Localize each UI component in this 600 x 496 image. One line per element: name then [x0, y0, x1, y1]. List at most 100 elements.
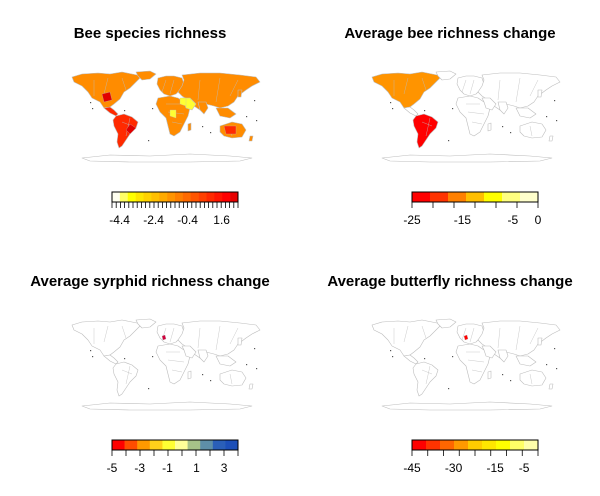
legend-swatch [502, 192, 521, 202]
country-border [229, 327, 239, 345]
legend-swatch [149, 440, 163, 450]
region-australia [519, 121, 547, 139]
legend-swatch [159, 192, 168, 202]
island-marker [556, 120, 558, 122]
region-southAmerica [412, 361, 439, 397]
country-border [229, 79, 239, 97]
region-highlight [463, 334, 469, 341]
country-border [171, 369, 183, 373]
island-marker [210, 380, 212, 382]
island-marker [392, 356, 394, 358]
country-border [515, 77, 521, 103]
world-map [71, 70, 261, 163]
color-legend: -25 -15 -5 0 [403, 191, 542, 227]
region-asia [177, 72, 261, 111]
island-marker [92, 356, 94, 358]
region-india [497, 349, 509, 363]
region-centralAmerica [103, 354, 119, 365]
island-marker [152, 356, 154, 358]
legend-swatch [127, 192, 136, 202]
region-madagascar [187, 122, 192, 132]
country-border [121, 77, 127, 91]
region-newZealand [248, 135, 254, 142]
island-marker [246, 116, 248, 118]
color-legend: -4.4 -2.4 -0.4 1.6 [109, 191, 239, 227]
region-newZealand [548, 135, 554, 142]
region-australia [219, 369, 247, 387]
region-antarctica [81, 153, 253, 163]
legend-swatch [200, 440, 214, 450]
color-legend: -45 -30 -15 -5 [403, 439, 539, 475]
island-marker [254, 348, 256, 350]
island-marker [424, 358, 426, 360]
island-marker [148, 140, 150, 142]
region-greenland [135, 318, 157, 329]
island-marker [554, 348, 556, 350]
legend-swatch [448, 192, 467, 202]
region-southAmerica [112, 361, 139, 397]
legend-swatch [182, 192, 192, 202]
island-marker [246, 364, 248, 366]
island-marker [390, 350, 392, 352]
legend-tick-label: 3 [221, 461, 228, 475]
country-border [425, 117, 431, 137]
country-border [461, 327, 467, 341]
region-newZealand [548, 383, 554, 390]
island-marker [452, 108, 454, 110]
country-border [403, 325, 409, 343]
island-marker [554, 100, 556, 102]
region-centralAmerica [403, 106, 419, 117]
region-antarctica [381, 153, 553, 163]
region-india [197, 101, 209, 115]
legend-tick-label: -45 [403, 461, 421, 475]
region-southAmerica [112, 113, 139, 149]
island-marker [502, 374, 504, 376]
country-border [469, 79, 475, 95]
country-border [515, 325, 521, 351]
legend-swatch [484, 192, 503, 202]
region-highlight [223, 125, 237, 135]
legend-tick-label: -5 [519, 461, 530, 475]
island-marker [546, 364, 548, 366]
region-arabia [481, 345, 497, 359]
region-highlight [125, 123, 137, 135]
country-border [171, 121, 183, 125]
legend-swatch [440, 440, 455, 450]
panel-average-syrphid-richness-change: Average syrphid richness change -5 -3 -1 1 3 [0, 248, 300, 496]
legend-swatch [187, 440, 201, 450]
island-marker [502, 126, 504, 128]
region-greenland [135, 70, 157, 81]
region-australia [519, 369, 547, 387]
legend-swatch [112, 440, 125, 450]
country-border [461, 79, 467, 93]
region-greenland [435, 318, 457, 329]
region-arabia [181, 345, 197, 359]
region-asia [477, 72, 561, 111]
island-marker [556, 368, 558, 370]
region-highlight [161, 334, 167, 341]
region-greenland [435, 70, 457, 81]
region-northAmerica [71, 319, 143, 357]
legend-swatch [175, 192, 184, 202]
legend-swatch [496, 440, 511, 450]
country-border [121, 325, 127, 339]
region-northAmerica [371, 319, 443, 357]
island-marker [90, 102, 92, 104]
legend-swatch [468, 440, 483, 450]
country-border [215, 77, 221, 103]
panel-average-butterfly-richness-change: Average butterfly richness change -45 -30… [300, 248, 600, 496]
country-border [471, 121, 483, 125]
legend-tick-label: -15 [486, 461, 504, 475]
island-marker [392, 108, 394, 110]
region-india [497, 101, 509, 115]
legend-swatch [520, 192, 539, 202]
country-border [125, 365, 131, 385]
legend-swatch [135, 192, 144, 202]
country-border [421, 77, 427, 91]
island-marker [452, 356, 454, 358]
country-border [529, 125, 533, 137]
island-marker [202, 374, 204, 376]
legend-tick-label: -25 [403, 213, 421, 227]
country-border [467, 111, 485, 115]
country-border [197, 327, 201, 349]
